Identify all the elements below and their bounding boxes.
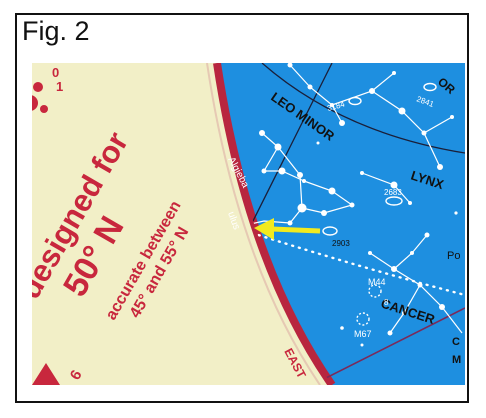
canis-minor-partial-label-m: M xyxy=(452,354,461,366)
rim-shadow xyxy=(206,63,321,385)
catalog-m67: M67 xyxy=(354,329,372,339)
figure-label: Fig. 2 xyxy=(22,16,90,46)
catalog-2903: 2903 xyxy=(332,239,350,248)
red-dot-small xyxy=(40,105,48,113)
red-dot-top xyxy=(33,82,43,92)
red-rim xyxy=(213,63,336,385)
planisphere-image: LEO MINOR LYNX CANCER Algieba ulus OR Po… xyxy=(32,63,465,385)
planisphere-photo: LEO MINOR LYNX CANCER Algieba ulus OR Po… xyxy=(32,63,465,385)
red-triangle-marker xyxy=(32,363,60,385)
scale-digit-0: 0 xyxy=(52,65,59,80)
pollux-partial-label: Po xyxy=(447,250,460,262)
catalog-8: 8 xyxy=(384,298,389,307)
red-dot-left xyxy=(32,95,38,111)
ecliptic-line xyxy=(311,307,465,385)
sky-area xyxy=(217,63,465,385)
scale-digit-1: 1 xyxy=(56,79,63,94)
canis-minor-partial-label-c: C xyxy=(452,336,460,348)
catalog-2683: 2683 xyxy=(384,188,402,197)
yellow-arrow-icon xyxy=(254,218,321,240)
dotted-ecliptic xyxy=(250,231,465,297)
catalog-m44: M44 xyxy=(368,277,386,287)
deep-sky-objects xyxy=(322,82,437,326)
declination-line xyxy=(261,63,465,154)
